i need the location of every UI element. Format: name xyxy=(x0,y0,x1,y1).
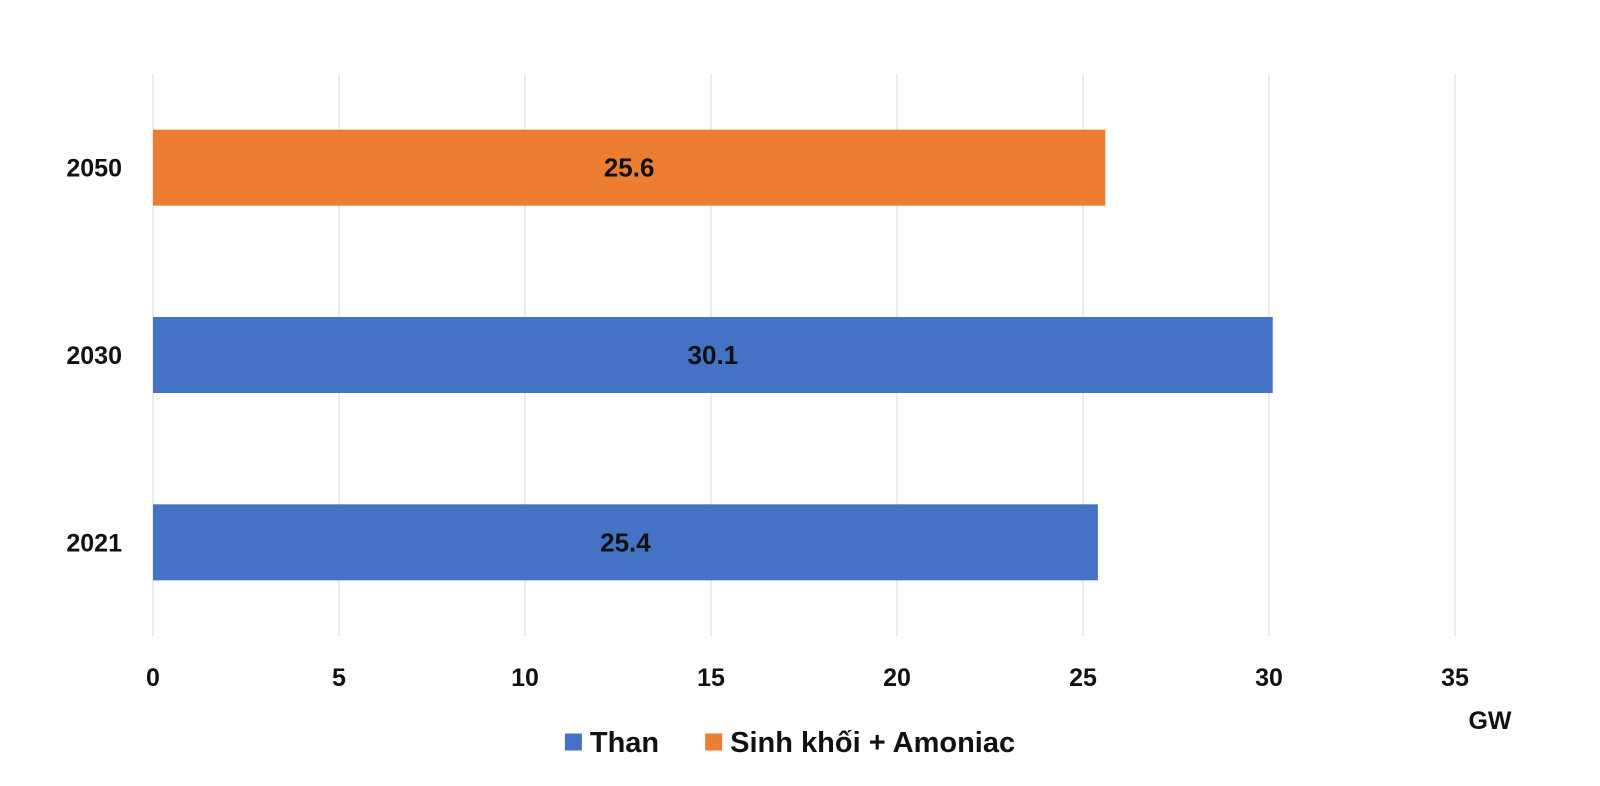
data-labels: 25.6 30.1 25.4 xyxy=(600,153,738,558)
category-label: 2030 xyxy=(66,342,122,370)
data-label: 25.4 xyxy=(600,527,651,557)
x-tick-label: 30 xyxy=(1255,664,1283,692)
data-label: 30.1 xyxy=(688,340,739,370)
category-axis: 2050 2030 2021 xyxy=(66,155,122,558)
x-tick-label: 10 xyxy=(511,664,539,692)
bars xyxy=(153,129,1273,581)
legend-swatch xyxy=(564,733,582,751)
legend-label: Than xyxy=(590,727,659,759)
legend-label: Sinh khối + Amoniac xyxy=(730,727,1015,759)
category-label: 2050 xyxy=(66,155,122,183)
x-tick-label: 5 xyxy=(332,664,346,692)
bar xyxy=(153,317,1273,393)
bar xyxy=(153,129,1106,206)
x-tick-label: 0 xyxy=(146,664,160,692)
legend-swatch xyxy=(705,733,723,751)
x-tick-label: 15 xyxy=(697,664,725,692)
axis-unit-label: GW xyxy=(1468,707,1511,735)
data-label: 25.6 xyxy=(604,153,655,183)
x-tick-label: 35 xyxy=(1441,664,1469,692)
category-label: 2021 xyxy=(66,529,122,557)
value-axis: 0 5 10 15 20 25 30 35 xyxy=(146,664,1469,692)
bar xyxy=(153,504,1098,581)
x-tick-label: 20 xyxy=(883,664,911,692)
x-tick-label: 25 xyxy=(1069,664,1097,692)
legend: Than Sinh khối + Amoniac xyxy=(564,727,1015,759)
